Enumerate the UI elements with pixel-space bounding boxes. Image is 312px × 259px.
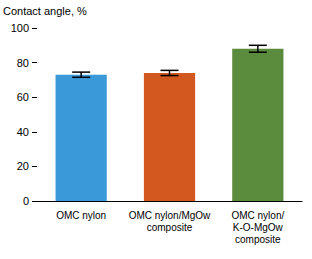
svg-text:Contact angle, %: Contact angle, % (3, 5, 87, 17)
svg-text:100: 100 (11, 22, 29, 34)
svg-text:OMC nylon/: OMC nylon/ (231, 210, 284, 221)
svg-text:40: 40 (17, 126, 29, 138)
svg-text:80: 80 (17, 57, 29, 69)
svg-text:OMC nylon/MgOw: OMC nylon/MgOw (129, 210, 211, 221)
svg-text:OMC nylon: OMC nylon (56, 210, 106, 221)
svg-text:composite: composite (147, 222, 193, 233)
svg-text:0: 0 (23, 195, 29, 207)
svg-text:20: 20 (17, 160, 29, 172)
svg-text:60: 60 (17, 91, 29, 103)
svg-text:composite: composite (235, 234, 281, 245)
svg-text:K-O-MgOw: K-O-MgOw (233, 222, 284, 233)
